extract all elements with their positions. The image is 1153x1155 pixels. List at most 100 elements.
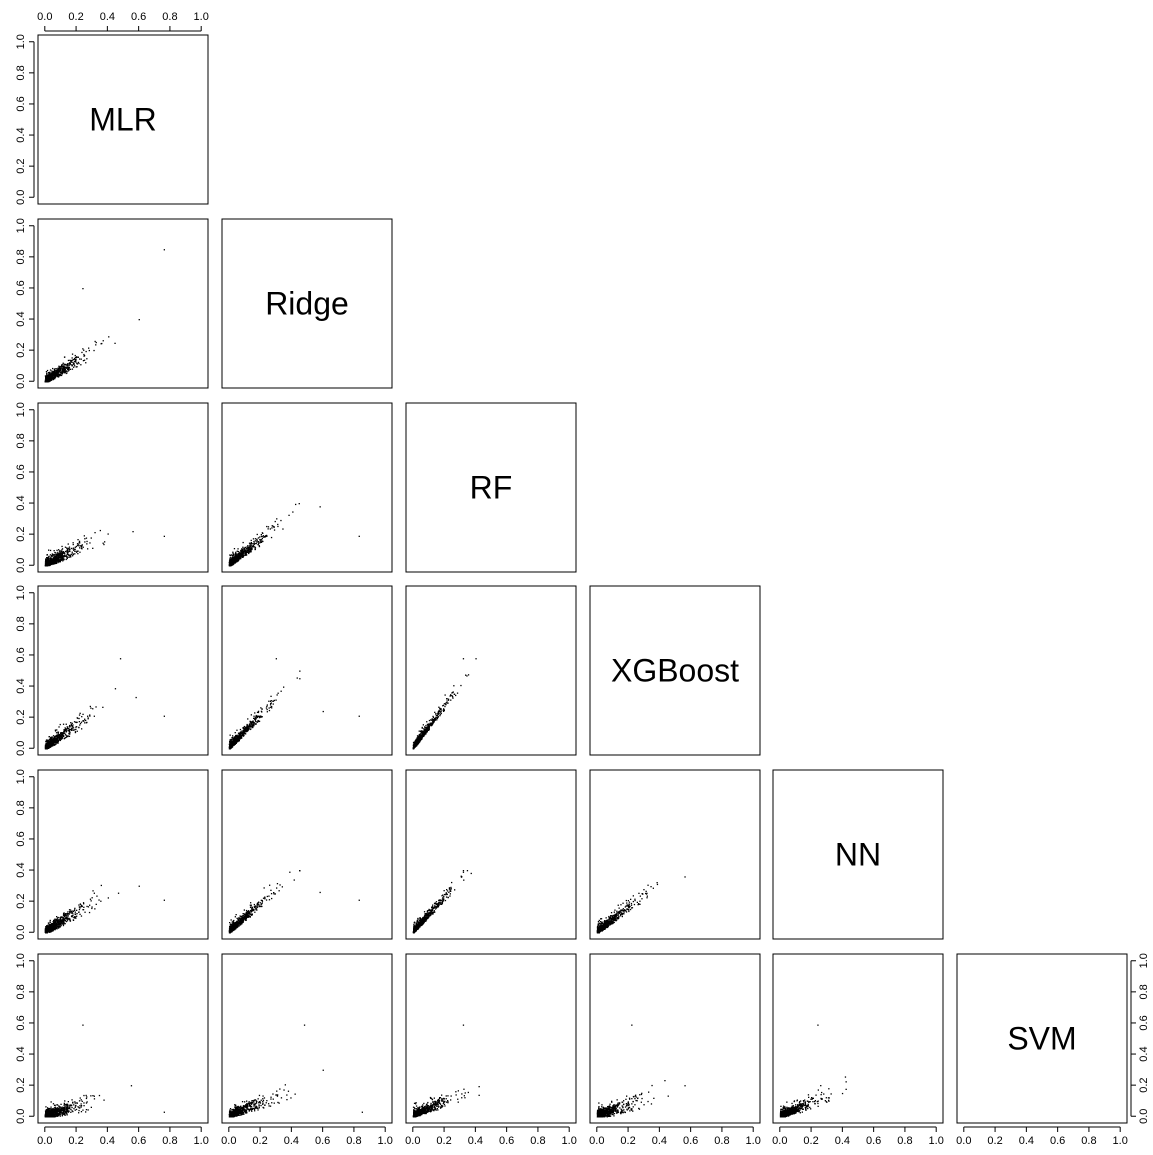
data-point	[57, 370, 59, 372]
data-point	[256, 540, 258, 542]
data-point	[52, 370, 55, 373]
data-point	[58, 370, 60, 372]
data-point	[82, 720, 84, 722]
data-point	[48, 564, 51, 567]
data-point	[56, 372, 59, 374]
data-point	[60, 557, 62, 560]
data-point	[70, 553, 73, 555]
data-point	[244, 731, 247, 733]
data-point	[68, 729, 70, 731]
data-point	[437, 716, 439, 718]
data-point	[59, 559, 61, 561]
data-point	[48, 556, 50, 558]
data-point	[50, 373, 52, 375]
data-point	[246, 726, 248, 728]
data-point	[229, 739, 231, 741]
data-point	[76, 913, 78, 915]
data-point	[240, 549, 242, 552]
data-point	[58, 365, 60, 367]
data-point	[233, 736, 236, 738]
x-tick-label: 0.8	[714, 1135, 729, 1147]
data-point	[242, 551, 244, 553]
data-point	[413, 746, 415, 748]
panel-svm-vs-rf	[405, 953, 577, 1124]
data-point	[273, 699, 275, 702]
data-point	[53, 550, 55, 552]
data-point	[108, 336, 110, 338]
data-point	[238, 556, 240, 558]
data-point	[425, 728, 427, 730]
data-point	[74, 365, 76, 367]
data-point	[71, 353, 74, 355]
data-point	[83, 359, 86, 361]
data-point	[228, 746, 231, 748]
data-point	[78, 542, 81, 544]
data-point	[62, 735, 64, 737]
data-point	[46, 747, 48, 749]
data-point	[63, 557, 65, 559]
data-point	[54, 929, 56, 931]
data-point	[63, 555, 66, 558]
y-tick-label: 0.4	[15, 862, 27, 877]
data-point	[72, 553, 74, 556]
data-point	[55, 740, 57, 743]
data-point	[259, 536, 261, 538]
data-point	[60, 371, 62, 373]
data-point	[66, 547, 68, 549]
data-point	[253, 717, 255, 719]
data-point	[59, 739, 61, 742]
data-point	[244, 553, 246, 555]
data-point	[57, 733, 59, 735]
data-point	[59, 367, 61, 370]
outlier-point	[138, 885, 140, 887]
data-point	[51, 736, 53, 738]
data-point	[256, 541, 258, 543]
data-point	[236, 737, 238, 739]
data-point	[230, 744, 232, 746]
data-point	[255, 723, 257, 725]
data-point	[48, 745, 50, 747]
data-point	[48, 929, 50, 931]
data-point	[246, 730, 249, 732]
data-point	[60, 916, 62, 918]
scatter-rf-vs-mlr	[44, 529, 165, 567]
data-point	[440, 710, 443, 712]
data-point	[254, 540, 256, 542]
data-point	[61, 369, 64, 371]
data-point	[86, 905, 88, 908]
data-point	[57, 924, 59, 926]
data-point	[235, 557, 237, 559]
data-point	[46, 372, 48, 375]
data-point	[53, 741, 56, 743]
data-point	[54, 926, 56, 928]
data-point	[252, 538, 255, 540]
data-point	[442, 704, 445, 706]
data-point	[439, 708, 441, 711]
data-point	[236, 559, 238, 561]
data-point	[69, 363, 71, 365]
data-point	[87, 906, 90, 908]
data-point	[52, 367, 54, 370]
data-point	[95, 903, 97, 905]
data-point	[46, 380, 49, 383]
data-point	[242, 553, 244, 555]
data-point	[50, 931, 52, 933]
data-point	[63, 365, 65, 367]
data-point	[231, 555, 233, 557]
data-point	[261, 536, 263, 538]
data-point	[95, 344, 97, 346]
y-tick-label: 0.6	[15, 647, 27, 662]
data-point	[60, 554, 62, 556]
data-point	[64, 363, 66, 365]
data-point	[91, 906, 93, 908]
data-point	[49, 379, 51, 381]
data-point	[70, 722, 72, 724]
data-point	[420, 738, 422, 741]
diagonal-panel-svm	[956, 953, 1128, 1124]
data-point	[235, 553, 237, 556]
data-point	[63, 730, 65, 732]
data-point	[71, 357, 73, 359]
data-point	[52, 742, 55, 745]
y-tick-label: 0.6	[15, 96, 27, 111]
